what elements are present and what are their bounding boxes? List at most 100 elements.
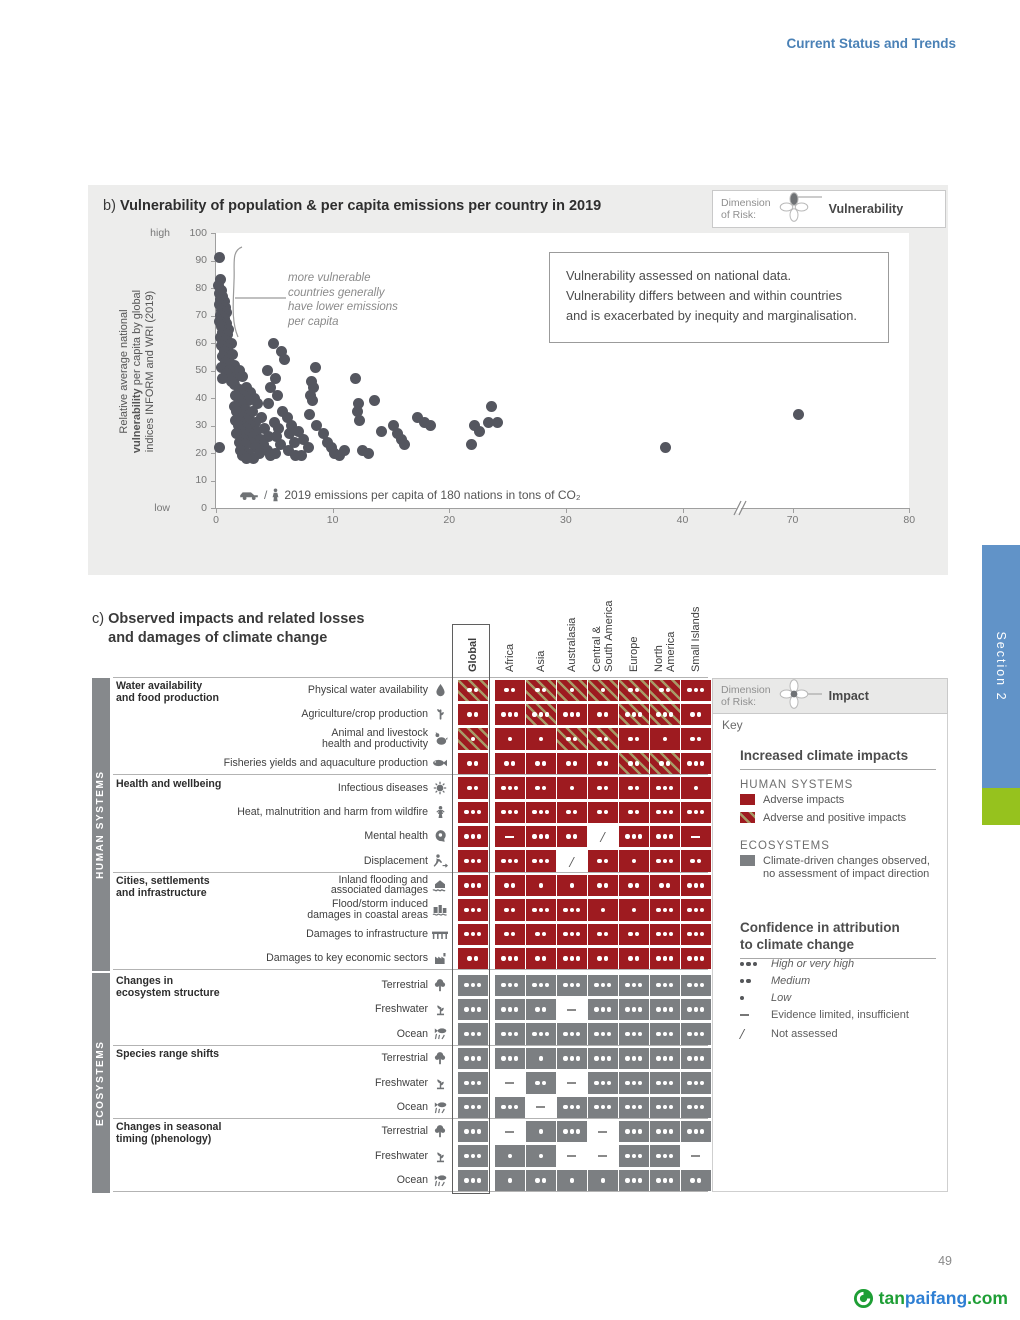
impact-cell [681,998,711,1021]
country-data-point [271,431,283,442]
country-data-point [419,417,431,429]
row-label: Damages to infrastructure [306,927,428,940]
country-data-point [269,447,281,459]
country-data-point [288,436,300,448]
impact-cell [526,752,556,775]
country-data-point [245,387,257,398]
impact-cell [458,1145,488,1167]
y-tick-mark [211,453,216,454]
country-data-point [225,337,237,349]
impact-cell [557,998,587,1021]
impact-cell [650,947,680,970]
logo-part1: tan [878,1288,905,1308]
impact-cell [588,777,618,799]
impact-cell [458,728,488,750]
impact-cell [458,752,488,775]
panel-b-title-text: Vulnerability of population & per capita… [119,198,602,214]
page-number: 49 [938,1254,952,1268]
impact-cell [588,1096,618,1118]
impact-cell [495,777,525,799]
impact-cell [526,1023,556,1045]
section-tab: Section 2 [982,545,1020,788]
impact-cell [458,679,488,701]
country-data-point [250,442,262,453]
impact-cell [650,1169,680,1192]
x-tick-label: 20 [443,514,456,526]
country-data-point [282,444,294,456]
impact-cell [557,947,587,970]
impact-cell [681,1047,711,1070]
person-icon [272,488,279,502]
scatter-plot-area: more vulnerable countries generally have… [150,227,915,527]
impact-cell [681,850,711,872]
impact-cell [650,1047,680,1070]
impact-cell [458,801,488,823]
impact-cell [526,1096,556,1118]
country-data-point [247,453,259,464]
impact-cell [458,874,488,897]
dimension-of-risk-box-impact: Dimension of Risk: Impact [712,678,948,714]
country-data-point [219,334,231,346]
impact-cell [557,801,587,823]
impact-cell [458,1047,488,1070]
risk-flower-vulnerability-icon [777,191,823,228]
annotation-brace [232,246,286,338]
impact-cell [495,947,525,970]
impact-cell [619,947,649,970]
ocean-icon [430,1024,450,1044]
impact-cell [588,974,618,996]
row-label: Freshwater [375,1076,428,1089]
row-label: Mental health [364,830,428,843]
country-data-point [273,422,285,434]
global-column-highlight-box [452,624,490,1194]
country-data-point [243,395,255,407]
impact-cell [557,752,587,775]
impact-cell [588,1047,618,1070]
mental-health-icon [430,826,450,846]
impact-cell [495,1023,525,1045]
impact-cell: / [557,850,587,872]
impact-cell [495,825,525,848]
x-tick-mark [449,508,451,513]
country-data-point [239,439,251,451]
impact-cell [458,1023,488,1045]
impact-cell [495,850,525,872]
impact-cell [619,923,649,945]
country-data-point [281,411,293,423]
impact-cell [557,874,587,897]
row-label: Physical water availability [307,683,428,696]
fish-icon [430,753,450,773]
impact-cell [681,1120,711,1143]
impact-cell [619,850,649,872]
impact-cell [681,1169,711,1192]
row-label: Animal and livestock health and producti… [321,727,428,750]
impact-cell [588,752,618,775]
country-data-point [469,420,481,431]
confidence-level-row: Low [740,992,791,1004]
impact-cell [650,1023,680,1045]
country-data-point [353,414,365,426]
panel-c-title: c) Observed impacts and related losses a… [92,610,364,648]
confidence-symbol: / [740,1026,745,1041]
y-tick-mark [211,315,216,317]
y-tick-label: 80 [195,281,207,294]
key-human-systems-label: HUMAN SYSTEMS [740,779,854,791]
impact-cell [681,825,711,848]
impact-cell [495,1145,525,1167]
country-data-point [262,398,274,409]
key-confidence-header: Confidence in attribution to climate cha… [740,920,936,959]
impact-cell [650,679,680,701]
impact-cell [650,728,680,750]
impact-cell [619,1145,649,1167]
impact-cell [650,1072,680,1094]
country-data-point [276,406,288,418]
column-header: Europe [628,636,640,672]
impact-cell [495,1096,525,1118]
y-tick-mark [211,260,216,262]
impact-cell [681,679,711,701]
country-data-point [376,425,388,437]
impact-cell [526,1169,556,1192]
country-data-point [226,348,238,360]
impact-cell [526,679,556,701]
key-panel [712,678,948,1192]
